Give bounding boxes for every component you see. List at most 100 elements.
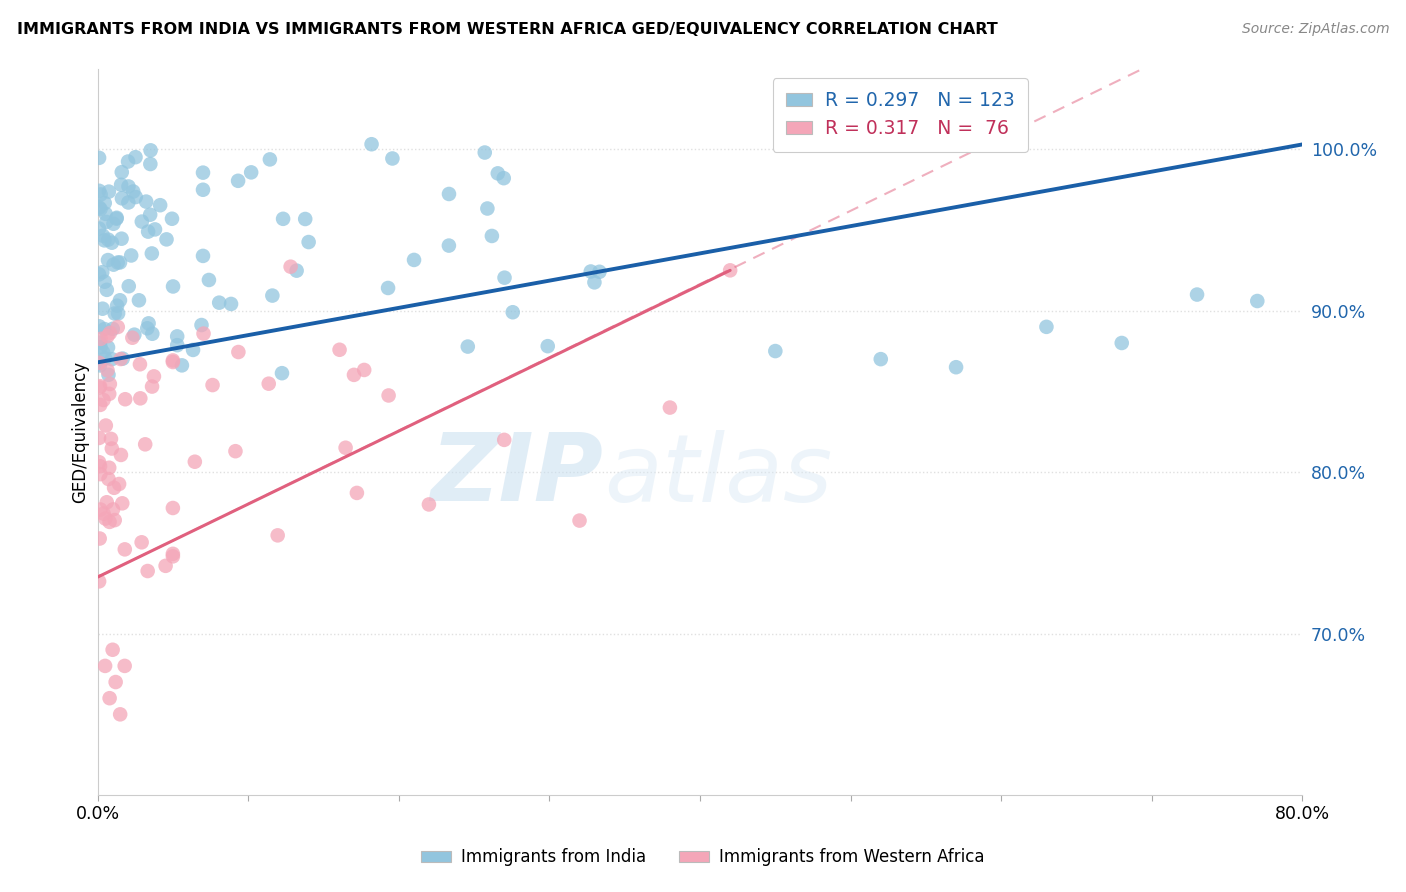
Point <box>98 326 121 340</box>
Point <box>494 433 516 447</box>
Point <box>763 344 786 359</box>
Point <box>96 283 118 297</box>
Point <box>141 326 163 341</box>
Point <box>114 392 136 407</box>
Point <box>346 486 368 500</box>
Point <box>129 392 152 406</box>
Point <box>579 264 602 278</box>
Point <box>262 288 284 302</box>
Point <box>111 496 134 510</box>
Point <box>103 481 125 495</box>
Point <box>437 186 460 201</box>
Point <box>141 379 163 393</box>
Point <box>94 418 117 433</box>
Point <box>155 558 177 573</box>
Point <box>105 211 128 225</box>
Point <box>91 301 114 316</box>
Point <box>381 152 404 166</box>
Point <box>98 460 121 475</box>
Point <box>1185 287 1208 301</box>
Point <box>103 217 125 231</box>
Point <box>90 340 112 354</box>
Point <box>120 248 142 262</box>
Point <box>118 279 141 293</box>
Point <box>335 441 357 455</box>
Point <box>377 281 399 295</box>
Point <box>191 166 214 180</box>
Point <box>135 194 157 209</box>
Point <box>191 183 214 197</box>
Point <box>149 198 172 212</box>
Point <box>117 154 139 169</box>
Point <box>98 515 121 529</box>
Text: IMMIGRANTS FROM INDIA VS IMMIGRANTS FROM WESTERN AFRICA GED/EQUIVALENCY CORRELAT: IMMIGRANTS FROM INDIA VS IMMIGRANTS FROM… <box>17 22 998 37</box>
Point <box>94 275 117 289</box>
Point <box>94 207 117 221</box>
Point <box>111 191 134 205</box>
Point <box>101 322 124 336</box>
Point <box>1246 293 1268 308</box>
Point <box>101 642 124 657</box>
Point <box>94 511 117 525</box>
Point <box>87 221 110 235</box>
Point <box>162 355 184 369</box>
Point <box>108 293 131 308</box>
Point <box>437 238 460 252</box>
Point <box>294 212 316 227</box>
Point <box>124 327 146 342</box>
Point <box>568 514 591 528</box>
Point <box>117 195 139 210</box>
Point <box>486 166 509 180</box>
Y-axis label: GED/Equivalency: GED/Equivalency <box>72 360 89 503</box>
Point <box>184 455 207 469</box>
Point <box>219 297 242 311</box>
Point <box>160 211 183 226</box>
Point <box>658 401 681 415</box>
Point <box>87 319 110 334</box>
Point <box>224 444 246 458</box>
Point <box>457 340 479 354</box>
Point <box>94 351 117 366</box>
Point <box>97 340 120 354</box>
Point <box>114 542 136 557</box>
Point <box>190 318 212 332</box>
Point <box>107 320 129 334</box>
Point <box>228 345 250 359</box>
Point <box>89 379 111 393</box>
Point <box>181 343 204 357</box>
Point <box>96 215 118 229</box>
Point <box>583 276 606 290</box>
Point <box>141 246 163 260</box>
Point <box>101 502 124 516</box>
Point <box>108 477 131 491</box>
Point <box>131 214 153 228</box>
Point <box>96 363 118 377</box>
Point <box>945 360 967 375</box>
Point <box>89 467 111 482</box>
Point <box>494 270 516 285</box>
Point <box>869 352 891 367</box>
Point <box>107 255 129 269</box>
Point <box>87 455 110 469</box>
Point <box>91 228 114 243</box>
Point <box>198 273 221 287</box>
Point <box>240 165 263 179</box>
Point <box>139 208 162 222</box>
Point <box>101 235 124 250</box>
Point <box>285 263 308 277</box>
Point <box>360 137 382 152</box>
Point <box>136 321 159 335</box>
Point <box>100 432 122 446</box>
Point <box>155 232 177 246</box>
Point <box>105 299 128 313</box>
Text: atlas: atlas <box>603 430 832 521</box>
Point <box>134 437 156 451</box>
Point <box>93 196 115 211</box>
Point <box>97 472 120 486</box>
Point <box>377 388 399 402</box>
Point <box>162 547 184 561</box>
Point <box>329 343 352 357</box>
Point <box>166 329 188 343</box>
Point <box>191 249 214 263</box>
Point <box>87 431 110 445</box>
